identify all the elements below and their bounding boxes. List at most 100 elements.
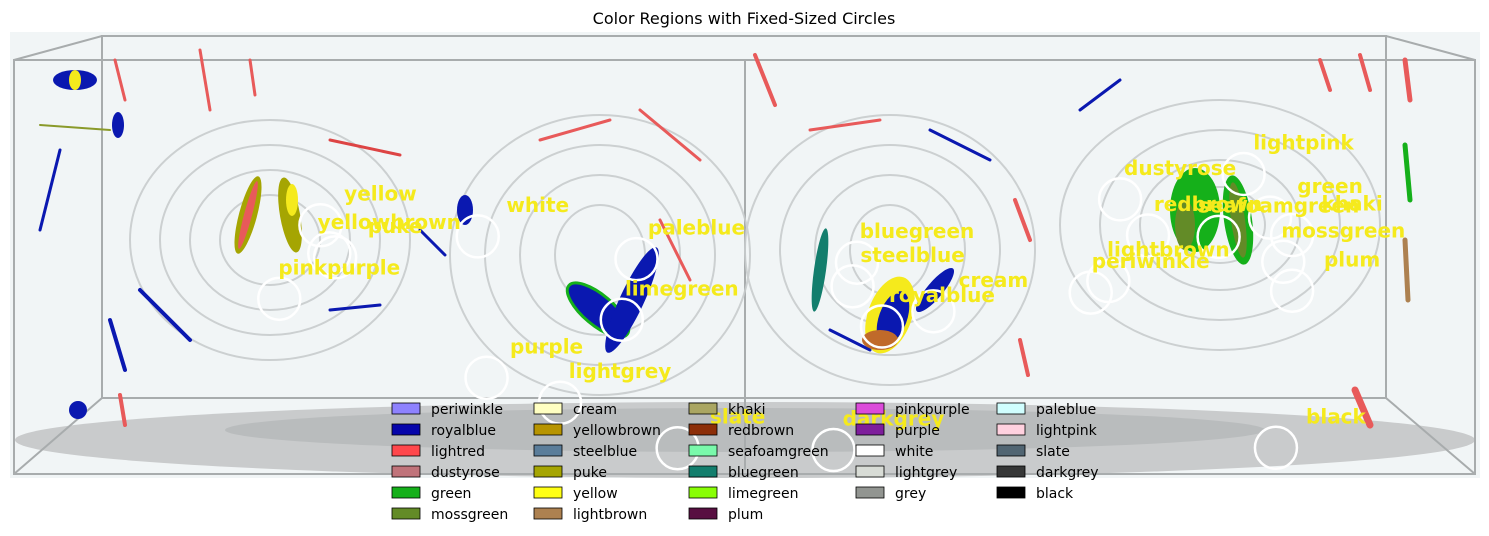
legend-label: white: [895, 444, 933, 460]
marker-label: lightbrown: [1107, 237, 1229, 261]
legend-swatch: [855, 423, 885, 436]
marker-label: mossgreen: [1281, 218, 1405, 242]
marker-label: seafoamgreen: [1198, 193, 1359, 217]
legend-label: khaki: [728, 402, 766, 418]
legend-label: darkgrey: [1036, 465, 1099, 481]
legend-label: plum: [728, 507, 763, 523]
marker-circle: [830, 264, 875, 309]
legend-swatch: [533, 423, 563, 436]
marker-circle: [811, 427, 856, 473]
marker-label: yellowbrown: [318, 210, 461, 234]
legend-swatch: [391, 402, 421, 415]
marker-circle: [614, 236, 659, 282]
marker-label: slate: [710, 405, 765, 429]
legend-swatch: [391, 444, 421, 457]
marker-circle: [1068, 270, 1113, 315]
marker-circle: [312, 235, 358, 280]
marker-circle: [859, 304, 905, 349]
legend-swatch: [533, 486, 563, 499]
legend-swatch: [855, 444, 885, 457]
legend-label: periwinkle: [431, 402, 503, 418]
marker-circle: [1125, 213, 1171, 258]
legend-label: purple: [895, 423, 940, 439]
legend-swatch: [996, 486, 1026, 499]
marker-label: dustyrose: [1124, 156, 1236, 180]
legend-swatch: [996, 465, 1026, 478]
marker-circle: [1221, 151, 1266, 197]
legend-label: lightgrey: [895, 465, 957, 481]
legend-swatch: [996, 444, 1026, 457]
marker-label: lightpink: [1253, 130, 1354, 154]
marker-label: paleblue: [648, 216, 745, 240]
scene-image: [10, 32, 1480, 478]
marker-circle: [911, 289, 956, 334]
legend-label: slate: [1036, 444, 1070, 460]
marker-label: black: [1306, 404, 1367, 428]
legend-swatch: [688, 444, 718, 457]
legend-swatch: [996, 402, 1026, 415]
legend-label: steelblue: [573, 444, 637, 460]
legend-label: royalblue: [431, 423, 496, 439]
marker-label: cream: [959, 268, 1029, 292]
legend-swatch: [391, 486, 421, 499]
marker-label: khaki: [1322, 192, 1383, 216]
marker-label: steelblue: [860, 243, 964, 267]
legend-swatch: [391, 423, 421, 436]
marker-circle: [257, 276, 302, 322]
legend-label: pinkpurple: [895, 402, 970, 418]
marker-label: purple: [510, 334, 583, 358]
marker-label: redbrown: [1154, 192, 1262, 216]
legend-label: lightred: [431, 444, 485, 460]
marker-circle: [307, 231, 352, 276]
legend-label: puke: [573, 465, 607, 481]
chart-title: Color Regions with Fixed-Sized Circles: [593, 9, 896, 28]
marker-circle: [1247, 195, 1293, 240]
legend-swatch: [533, 402, 563, 415]
legend-swatch: [688, 507, 718, 520]
legend-label: green: [431, 486, 471, 502]
legend-label: redbrown: [728, 423, 794, 439]
legend-swatch: [391, 465, 421, 478]
legend-swatch: [688, 423, 718, 436]
legend-label: black: [1036, 486, 1074, 502]
legend-swatch: [533, 465, 563, 478]
marker-circle: [1196, 214, 1241, 260]
legend-swatch: [533, 507, 563, 520]
legend-label: bluegreen: [728, 465, 799, 481]
marker-circle: [1269, 212, 1315, 258]
marker-label: limegreen: [625, 276, 739, 300]
legend-label: mossgreen: [431, 507, 508, 523]
legend-label: yellowbrown: [573, 423, 661, 439]
legend-swatch: [688, 486, 718, 499]
legend-label: dustyrose: [431, 465, 500, 481]
legend-label: paleblue: [1036, 402, 1096, 418]
marker-label: yellow: [344, 182, 417, 206]
marker-circle: [599, 297, 645, 343]
legend-label: cream: [573, 402, 617, 418]
marker-label: periwinkle: [1092, 249, 1210, 273]
legend-swatch: [855, 402, 885, 415]
legend-swatch: [996, 423, 1026, 436]
legend-label: lightpink: [1036, 423, 1098, 439]
legend-swatch: [855, 486, 885, 499]
marker-label: bluegreen: [860, 219, 975, 243]
legend-swatch: [391, 507, 421, 520]
marker-label: white: [506, 193, 569, 217]
marker-circle: [1097, 177, 1143, 222]
marker-label: pinkpurple: [278, 255, 400, 279]
legend-swatch: [533, 444, 563, 457]
marker-label: puke: [368, 214, 423, 238]
legend-label: lightbrown: [573, 507, 647, 523]
marker-circles: [257, 151, 1315, 473]
marker-circle: [1261, 239, 1306, 285]
marker-label: lightgrey: [569, 359, 672, 383]
legend-swatch: [688, 465, 718, 478]
legend-label: grey: [895, 486, 926, 502]
marker-label: green: [1297, 174, 1363, 198]
marker-circle: [464, 355, 509, 401]
marker-circle: [1269, 268, 1315, 314]
legend: periwinkle royalblue lightred dustyrose gree…: [391, 402, 1099, 523]
marker-label: royalblue: [889, 283, 995, 307]
marker-circle: [455, 214, 500, 259]
